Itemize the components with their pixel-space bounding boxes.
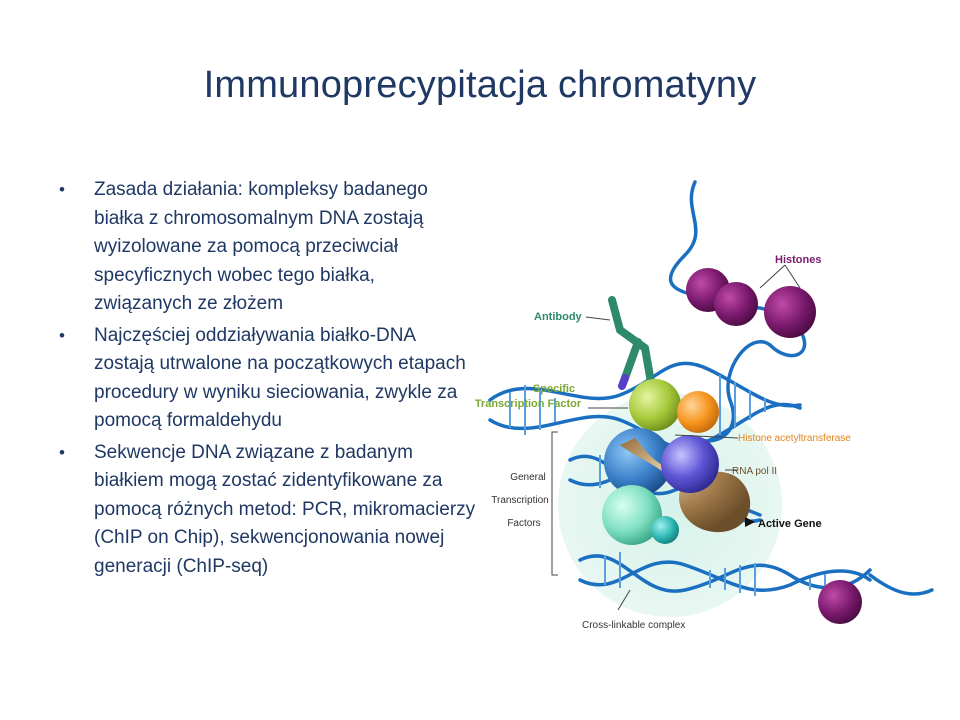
bullet-list: • Zasada działania: kompleksy badanego bi… — [56, 176, 476, 584]
specific-tf-sphere — [629, 379, 681, 431]
label-specific-tf-2: Transcription Factor — [475, 398, 582, 410]
hat-sphere — [677, 391, 719, 433]
bullet-item: • Najczęściej oddziaływania białko-DNA zo… — [56, 322, 476, 436]
label-rna-pol: RNA pol II — [732, 466, 777, 477]
bullet-text: Najczęściej oddziaływania białko-DNA zos… — [94, 324, 466, 432]
bullet-dot: • — [59, 325, 65, 345]
histone-3 — [764, 286, 816, 338]
bullet-dot: • — [59, 442, 65, 462]
active-gene-arrow — [745, 517, 755, 527]
bullet-item: • Sekwencje DNA związane z badanym białki… — [56, 439, 476, 582]
dna-rungs — [509, 375, 826, 596]
bullet-text: Sekwencje DNA związane z badanym białkie… — [94, 441, 476, 577]
label-specific-tf-1: Specific — [533, 383, 575, 395]
histone-4 — [818, 580, 862, 624]
label-histone-acetyltransferase: Histone acetyltransferase — [738, 433, 851, 444]
histone-2 — [714, 282, 758, 326]
bullet-text: Zasada działania: kompleksy badanego bia… — [94, 179, 428, 314]
label-histones: Histones — [775, 254, 821, 266]
gtf-sphere-violet — [661, 435, 719, 493]
chip-diagram: Histones Antibody Specific Transcription… — [470, 170, 940, 640]
bullet-item: • Zasada działania: kompleksy badanego bi… — [56, 176, 476, 319]
label-general-tf-1: General — [510, 472, 546, 483]
label-general-tf-3: Factors — [507, 518, 540, 529]
label-antibody: Antibody — [534, 311, 583, 323]
gtf-sphere-mint — [602, 485, 662, 545]
label-active-gene: Active Gene — [758, 518, 822, 530]
label-cross-linkable: Cross-linkable complex — [582, 620, 685, 631]
bullet-dot: • — [59, 180, 65, 199]
label-general-tf-2: Transcription — [491, 495, 548, 506]
leader-lines — [551, 264, 801, 611]
chip-diagram-svg: Histones Antibody Specific Transcription… — [475, 180, 934, 631]
gtf-sphere-teal — [651, 516, 679, 544]
slide-title: Immunoprecypitacja chromatyny — [203, 64, 757, 106]
